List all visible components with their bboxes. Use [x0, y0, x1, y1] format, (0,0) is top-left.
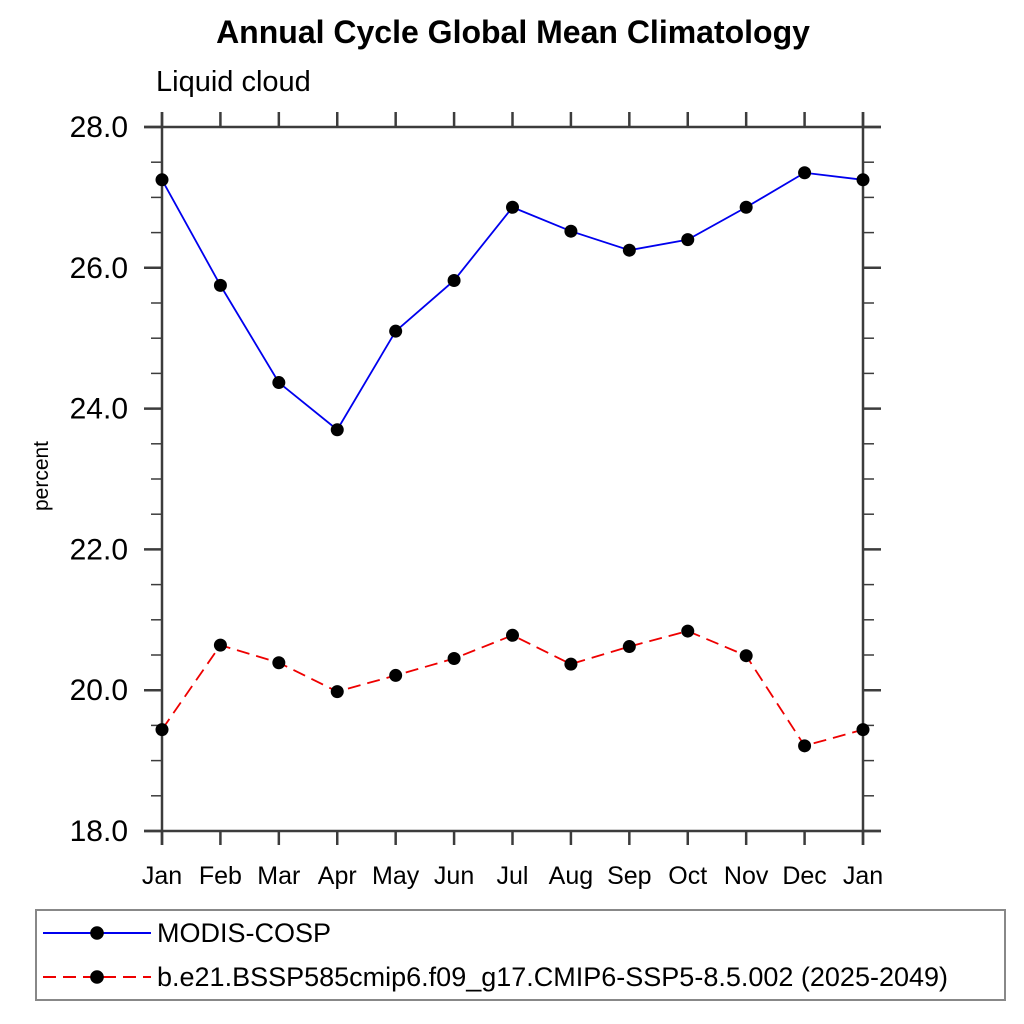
- data-point: [622, 243, 636, 257]
- data-point: [798, 166, 812, 180]
- data-point: [389, 324, 403, 338]
- data-point: [155, 173, 169, 187]
- y-tick-label: 28.0: [70, 111, 128, 144]
- data-point: [564, 657, 578, 671]
- data-point: [213, 278, 227, 292]
- data-point: [856, 173, 870, 187]
- data-point: [681, 624, 695, 638]
- legend-item: MODIS-COSP: [41, 913, 1004, 953]
- data-point: [739, 649, 753, 663]
- data-point: [272, 376, 286, 390]
- x-tick-label: Mar: [257, 862, 300, 890]
- data-point: [856, 723, 870, 737]
- data-point: [681, 233, 695, 247]
- legend-item: b.e21.BSSP585cmip6.f09_g17.CMIP6-SSP5-8.…: [41, 957, 1004, 997]
- data-point: [155, 723, 169, 737]
- legend-label: b.e21.BSSP585cmip6.f09_g17.CMIP6-SSP5-8.…: [157, 961, 949, 992]
- y-tick-label: 24.0: [70, 393, 128, 426]
- x-tick-label: Jul: [497, 862, 529, 890]
- data-point: [506, 200, 519, 214]
- x-tick-label: Sep: [607, 862, 651, 890]
- data-point: [272, 656, 286, 670]
- data-point: [389, 668, 403, 682]
- data-point: [798, 739, 812, 753]
- chart-title: Annual Cycle Global Mean Climatology: [216, 14, 810, 50]
- x-tick-label: Jun: [434, 862, 474, 890]
- y-tick-label: 26.0: [70, 252, 128, 285]
- y-tick-label: 20.0: [70, 674, 128, 707]
- x-tick-label: Jan: [843, 862, 883, 890]
- data-point: [447, 652, 461, 666]
- legend-line-sample: [43, 926, 151, 940]
- legend-label: MODIS-COSP: [157, 917, 332, 948]
- x-tick-label: Dec: [782, 862, 826, 890]
- data-point: [564, 224, 578, 238]
- data-point: [330, 423, 344, 437]
- data-point: [622, 640, 636, 654]
- chart-subtitle: Liquid cloud: [156, 66, 311, 98]
- data-point: [506, 628, 519, 642]
- legend-marker-dot: [90, 970, 104, 984]
- series-line-1: [161, 630, 864, 747]
- y-tick-label: 18.0: [70, 815, 128, 848]
- data-point: [213, 638, 227, 652]
- x-tick-label: Jan: [142, 862, 182, 890]
- legend-line-sample: [43, 970, 151, 984]
- x-tick-label: Apr: [318, 862, 357, 890]
- x-tick-label: Feb: [199, 862, 242, 890]
- y-tick-label: 22.0: [70, 533, 128, 566]
- legend-box: MODIS-COSP b.e21.BSSP585cmip6.f09_g17.CMI…: [35, 909, 1006, 1001]
- x-tick-label: Nov: [724, 862, 769, 890]
- x-tick-label: Aug: [549, 862, 593, 890]
- data-point: [447, 273, 461, 287]
- x-tick-label: May: [372, 862, 420, 890]
- data-point: [739, 200, 753, 214]
- x-tick-label: Oct: [668, 862, 707, 890]
- legend-marker-dot: [90, 926, 104, 940]
- data-point: [330, 685, 344, 699]
